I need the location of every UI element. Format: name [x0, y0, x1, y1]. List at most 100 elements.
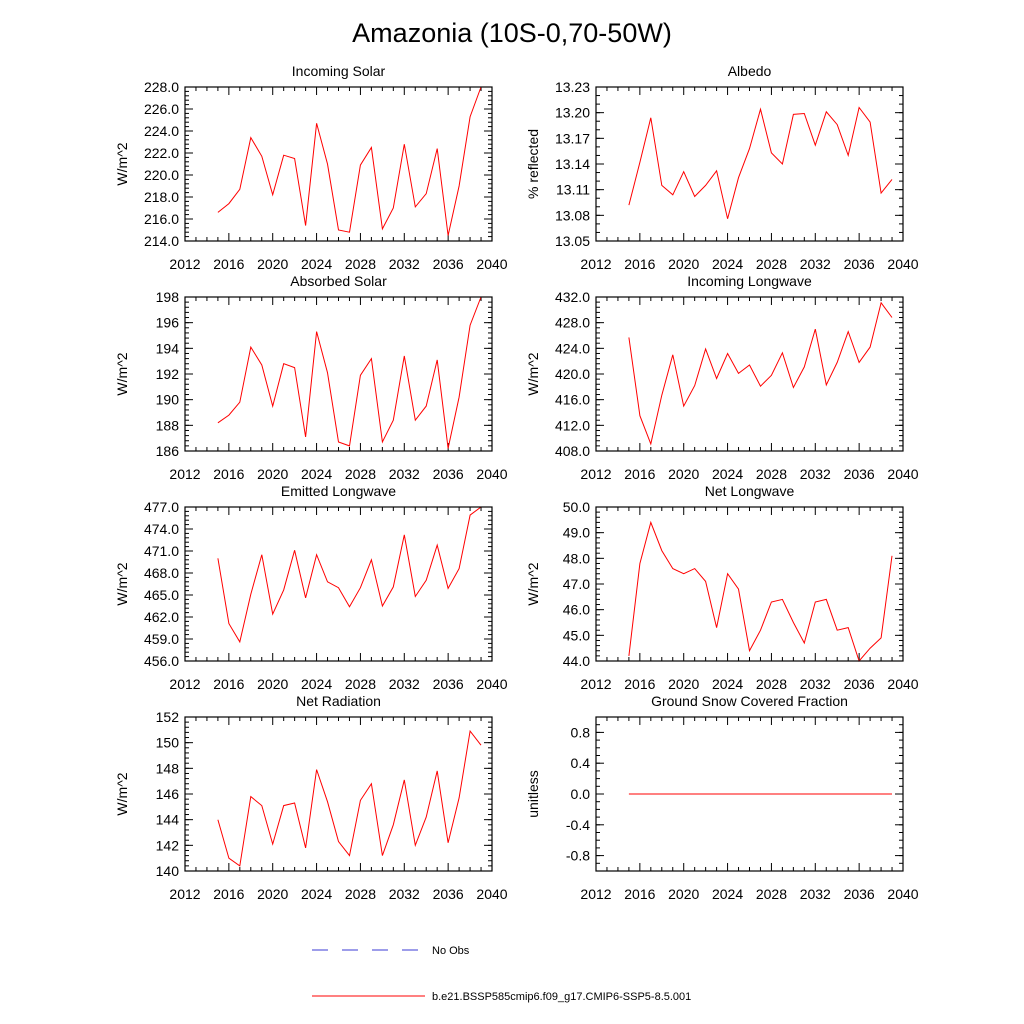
figure-title: Amazonia (10S-0,70-50W) [352, 18, 672, 48]
x-tick-label: 2020 [668, 256, 699, 272]
y-tick-label: 224.0 [144, 123, 179, 139]
y-tick-label: 13.08 [555, 207, 590, 223]
y-axis-label: W/m^2 [525, 352, 541, 395]
x-tick-label: 2012 [580, 886, 611, 902]
x-tick-label: 2036 [844, 886, 875, 902]
x-tick-label: 2036 [433, 256, 464, 272]
x-tick-label: 2024 [301, 256, 332, 272]
y-tick-label: 412.0 [555, 417, 590, 433]
y-tick-label: 186 [156, 443, 180, 459]
plot-frame [595, 296, 904, 452]
y-tick-label: 198 [156, 289, 180, 305]
plot-frame [184, 296, 493, 452]
y-tick-label: 416.0 [555, 392, 590, 408]
x-tick-label: 2012 [580, 256, 611, 272]
x-tick-label: 2040 [476, 676, 507, 692]
y-axis-label: W/m^2 [114, 772, 130, 815]
series-line [217, 86, 482, 236]
x-tick-label: 2024 [712, 466, 743, 482]
x-tick-label: 2040 [887, 886, 918, 902]
x-tick-label: 2040 [476, 256, 507, 272]
x-tick-label: 2016 [213, 886, 244, 902]
x-tick-label: 2036 [844, 676, 875, 692]
x-tick-label: 2028 [345, 466, 376, 482]
x-tick-label: 2020 [257, 886, 288, 902]
y-tick-label: 228.0 [144, 79, 179, 95]
x-tick-label: 2012 [169, 886, 200, 902]
series-line [217, 729, 482, 867]
x-tick-label: 2016 [213, 676, 244, 692]
y-tick-label: 13.14 [555, 156, 590, 172]
series-line [628, 106, 893, 219]
x-tick-label: 2032 [389, 676, 420, 692]
y-tick-label: 144 [156, 812, 180, 828]
panel-title: Net Radiation [296, 693, 381, 709]
series-line [628, 301, 893, 446]
x-tick-label: 2028 [345, 256, 376, 272]
y-tick-label: 477.0 [144, 499, 179, 515]
x-tick-label: 2012 [169, 466, 200, 482]
panel-absorbed-solar: Absorbed Solar W/m^2 2012 2016 2020 2024 2028 2… [114, 273, 508, 482]
y-tick-label: 188 [156, 417, 180, 433]
y-tick-label: 465.0 [144, 587, 179, 603]
y-tick-label: 50.0 [563, 499, 590, 515]
x-tick-label: 2032 [800, 886, 831, 902]
y-tick-label: 152 [156, 709, 180, 725]
legend-label-no-obs: No Obs [432, 945, 470, 957]
y-tick-label: 13.20 [555, 105, 590, 121]
x-tick-label: 2032 [800, 676, 831, 692]
legend: No Obs b.e21.BSSP585cmip6.f09_g17.CMIP6-… [312, 945, 691, 1003]
y-tick-label: 214.0 [144, 233, 179, 249]
y-tick-label: 218.0 [144, 189, 179, 205]
x-tick-label: 2016 [624, 676, 655, 692]
plot-frame [184, 86, 493, 242]
y-axis-label: W/m^2 [114, 562, 130, 605]
y-tick-label: 420.0 [555, 366, 590, 382]
x-tick-label: 2020 [668, 676, 699, 692]
x-tick-label: 2040 [887, 676, 918, 692]
y-tick-label: 456.0 [144, 653, 179, 669]
x-tick-label: 2028 [345, 886, 376, 902]
legend-label-model: b.e21.BSSP585cmip6.f09_g17.CMIP6-SSP5-8.… [432, 991, 691, 1003]
panel-title: Incoming Solar [292, 63, 386, 79]
x-tick-label: 2016 [624, 256, 655, 272]
y-tick-label: 462.0 [144, 609, 179, 625]
x-tick-label: 2040 [887, 466, 918, 482]
x-tick-label: 2028 [756, 676, 787, 692]
panel-incoming-solar: Incoming Solar W/m^2 2012 2016 2020 2024 2028 2… [114, 63, 508, 272]
x-tick-label: 2024 [712, 256, 743, 272]
y-tick-label: 148 [156, 760, 180, 776]
y-tick-label: 13.05 [555, 233, 590, 249]
y-tick-label: 0.4 [571, 755, 591, 771]
y-tick-label: 13.11 [556, 182, 590, 198]
plot-frame [595, 506, 904, 662]
y-tick-label: 216.0 [144, 211, 179, 227]
panel-emitted-longwave: Emitted Longwave W/m^2 2012 2016 2020 2024 202… [114, 483, 508, 692]
y-tick-label: -0.4 [566, 817, 590, 833]
y-axis-label: unitless [525, 770, 541, 817]
x-tick-label: 2040 [476, 466, 507, 482]
x-tick-label: 2020 [257, 676, 288, 692]
panels-group: Incoming Solar W/m^2 2012 2016 2020 2024 2028 2… [114, 63, 919, 902]
x-tick-label: 2028 [756, 886, 787, 902]
x-tick-label: 2032 [389, 466, 420, 482]
x-tick-label: 2028 [345, 676, 376, 692]
panel-incoming-longwave: Incoming Longwave W/m^2 2012 2016 2020 2024 20… [525, 273, 919, 482]
x-tick-label: 2040 [887, 256, 918, 272]
x-tick-label: 2024 [301, 466, 332, 482]
panel-title: Ground Snow Covered Fraction [651, 693, 848, 709]
panel-title: Albedo [728, 63, 772, 79]
x-tick-label: 2024 [712, 676, 743, 692]
panel-albedo: Albedo % reflected 2012 2016 2020 2024 2028 203… [525, 63, 919, 272]
y-tick-label: 13.23 [555, 79, 590, 95]
y-tick-label: 46.0 [563, 602, 590, 618]
x-tick-label: 2036 [844, 256, 875, 272]
series-line [217, 296, 482, 449]
y-tick-label: 432.0 [555, 289, 590, 305]
y-tick-label: 13.17 [555, 130, 590, 146]
y-tick-label: 47.0 [563, 576, 590, 592]
y-tick-label: 45.0 [563, 627, 590, 643]
y-tick-label: 424.0 [555, 340, 590, 356]
y-tick-label: 196 [156, 315, 180, 331]
